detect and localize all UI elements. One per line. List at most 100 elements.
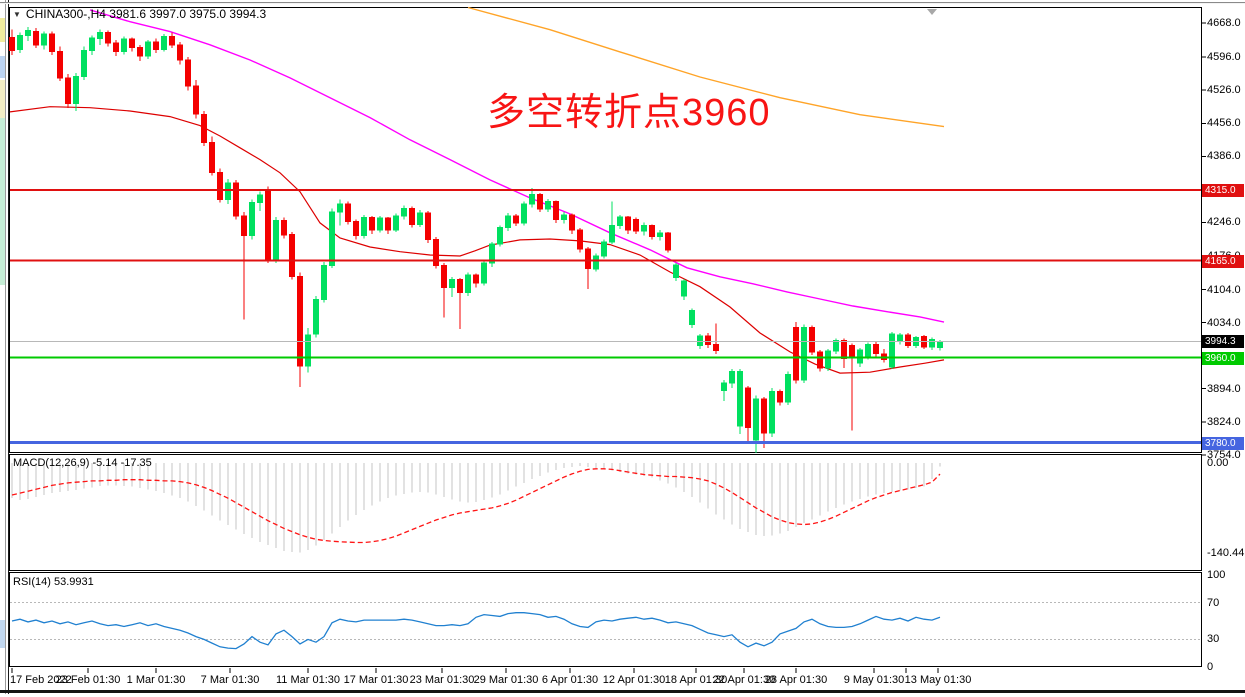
- candle-body: [529, 194, 535, 205]
- candle-body: [65, 77, 71, 104]
- candle-body: [561, 214, 567, 221]
- window-border-line: [8, 0, 9, 694]
- macd-axis-label: 0.00: [1207, 457, 1229, 469]
- time-axis-label: 11 Mar 01:30: [275, 674, 341, 686]
- candle-body: [689, 309, 695, 325]
- price-tick-label: 4246.0: [1207, 216, 1241, 228]
- candle-body: [401, 208, 407, 217]
- candle-body: [705, 335, 711, 345]
- candle-body: [305, 334, 311, 367]
- price-tick-label: 3824.0: [1207, 416, 1241, 428]
- price-tick-label: 4596.0: [1207, 51, 1241, 63]
- candle-body: [409, 208, 415, 225]
- price-level-badge: 3960.0: [1202, 351, 1244, 365]
- rsi-axis-label: 70: [1207, 597, 1220, 609]
- window-top-divider-highlight: [0, 3, 1245, 4]
- candle-body: [97, 32, 103, 39]
- candle-body: [89, 37, 95, 52]
- price-tick-label: 4456.0: [1207, 117, 1241, 129]
- candle-body: [49, 33, 55, 52]
- candle-body: [513, 215, 519, 224]
- candle-body: [289, 234, 295, 277]
- time-axis-label: 28 Apr 01:30: [764, 674, 828, 686]
- candle-body: [265, 189, 271, 261]
- candle-body: [673, 264, 679, 278]
- candle-body: [865, 343, 871, 358]
- rsi-axis-label: 30: [1207, 633, 1220, 645]
- candle-body: [841, 340, 847, 359]
- candle-body: [465, 274, 471, 293]
- candle-body: [905, 334, 911, 346]
- candle-body: [809, 326, 815, 353]
- candle-body: [201, 113, 207, 144]
- panel-splitter-rsi[interactable]: [8, 570, 1202, 573]
- candle-body: [617, 216, 623, 226]
- chart-shift-marker-icon[interactable]: [927, 9, 937, 15]
- rsi-line: [11, 612, 941, 650]
- chart-text-annotation[interactable]: 多空转折点3960: [487, 92, 771, 134]
- candle-body: [697, 335, 703, 347]
- time-axis-label: 12 Apr 01:30: [602, 674, 666, 686]
- time-axis-label: 23 Mar 01:30: [409, 674, 475, 686]
- symbol-dropdown-icon[interactable]: ▼: [13, 10, 21, 19]
- background-window-fragment: [0, 620, 5, 648]
- candle-body: [633, 219, 639, 232]
- time-axis-label: 18 Apr 01:30: [664, 674, 728, 686]
- candle-body: [273, 220, 279, 261]
- candle-body: [665, 232, 671, 251]
- panel-splitter-macd[interactable]: [8, 452, 1202, 455]
- candle-body: [601, 241, 607, 257]
- candle-body: [489, 243, 495, 264]
- candle-body: [817, 351, 823, 369]
- candle-body: [337, 203, 343, 213]
- macd-panel-frame: [9, 454, 1202, 571]
- candle-body: [457, 279, 463, 293]
- candle-body: [473, 274, 479, 284]
- candle-body: [825, 350, 831, 369]
- candle-body: [193, 85, 199, 115]
- chart-symbol-period: CHINA300-,H4: [25, 7, 106, 21]
- price-level-badge: 4165.0: [1202, 254, 1244, 268]
- candle-body: [425, 212, 431, 240]
- candle-body: [761, 398, 767, 434]
- price-tick-label: 4104.0: [1207, 284, 1241, 296]
- candle-body: [497, 227, 503, 245]
- candle-body: [585, 248, 591, 270]
- candle-body: [833, 340, 839, 352]
- rsi-axis-label: 100: [1207, 569, 1226, 581]
- price-tick-label: 3894.0: [1207, 383, 1241, 395]
- candle-body: [377, 217, 383, 231]
- candle-body: [625, 216, 631, 231]
- candle-body: [81, 50, 87, 77]
- candle-body: [241, 215, 247, 237]
- candle-body: [641, 224, 647, 232]
- candle-body: [449, 279, 455, 289]
- candle-body: [105, 32, 111, 44]
- candle-body: [609, 224, 615, 243]
- candle-body: [921, 336, 927, 348]
- time-axis-label: 22 Apr 01:30: [712, 674, 776, 686]
- main-panel-frame: [9, 7, 1202, 453]
- candle-body: [185, 59, 191, 87]
- candle-body: [121, 38, 127, 53]
- candle-body: [321, 264, 327, 300]
- price-tick-label: 4668.0: [1207, 17, 1241, 29]
- candle-body: [297, 275, 303, 367]
- candle-body: [217, 171, 223, 200]
- candle-body: [897, 334, 903, 342]
- candle-body: [505, 215, 511, 229]
- time-axis-label: 1 Mar 01:30: [126, 674, 186, 686]
- candle-body: [937, 340, 943, 348]
- candle-body: [177, 44, 183, 61]
- candle-body: [745, 387, 751, 428]
- candle-body: [849, 345, 855, 358]
- candle-body: [433, 238, 439, 266]
- candle-body: [649, 224, 655, 238]
- time-axis-label: 6 Apr 01:30: [541, 674, 599, 686]
- candle-body: [593, 255, 599, 270]
- current-price-badge: 3994.3: [1202, 334, 1244, 348]
- candle-body: [769, 391, 775, 434]
- candle-body: [521, 203, 527, 224]
- candle-body: [169, 35, 175, 46]
